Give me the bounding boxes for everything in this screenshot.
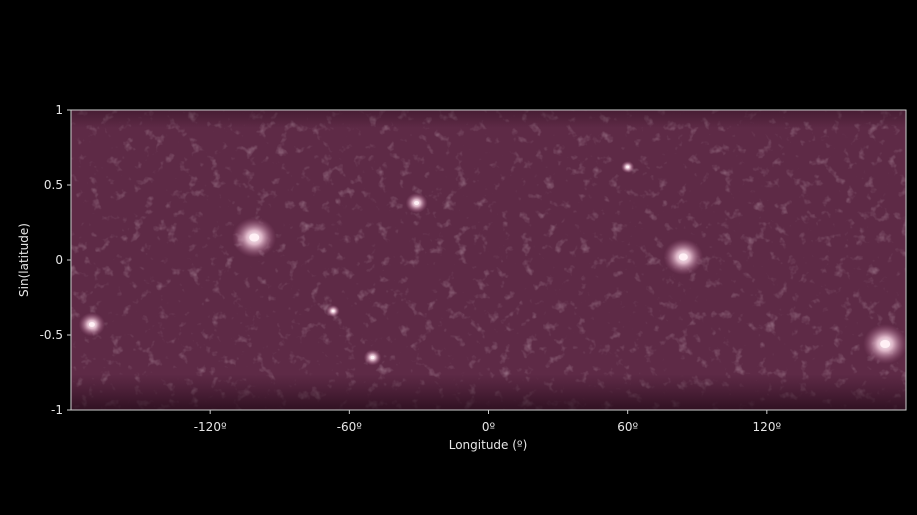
y-axis-label: Sin(latitude)	[17, 223, 31, 297]
x-tick-label: -120º	[194, 420, 227, 434]
bright-region-core	[331, 309, 335, 313]
bright-region-core	[678, 253, 688, 261]
y-tick-label: -0.5	[40, 328, 63, 342]
y-tick-label: 0.5	[44, 178, 63, 192]
bright-region-core	[370, 355, 375, 360]
y-axis: 1 0.5 0 -0.5 -1	[40, 103, 71, 417]
bright-region-core	[88, 322, 95, 327]
bright-region-core	[414, 201, 420, 205]
x-axis: -120º -60º 0º 60º 120º	[194, 410, 782, 434]
bright-region-core	[880, 340, 891, 348]
x-tick-label: 120º	[753, 420, 782, 434]
x-tick-label: 0º	[482, 420, 496, 434]
y-tick-label: 0	[55, 253, 63, 267]
x-tick-label: 60º	[617, 420, 638, 434]
y-tick-label: -1	[51, 403, 63, 417]
bright-regions	[78, 161, 906, 366]
bright-region-core	[626, 165, 630, 169]
x-axis-label: Longitude (º)	[449, 438, 528, 452]
map-polar-shade	[71, 110, 906, 410]
map-image	[71, 110, 906, 410]
x-tick-label: -60º	[337, 420, 363, 434]
bright-region-core	[249, 233, 260, 242]
y-tick-label: 1	[55, 103, 63, 117]
